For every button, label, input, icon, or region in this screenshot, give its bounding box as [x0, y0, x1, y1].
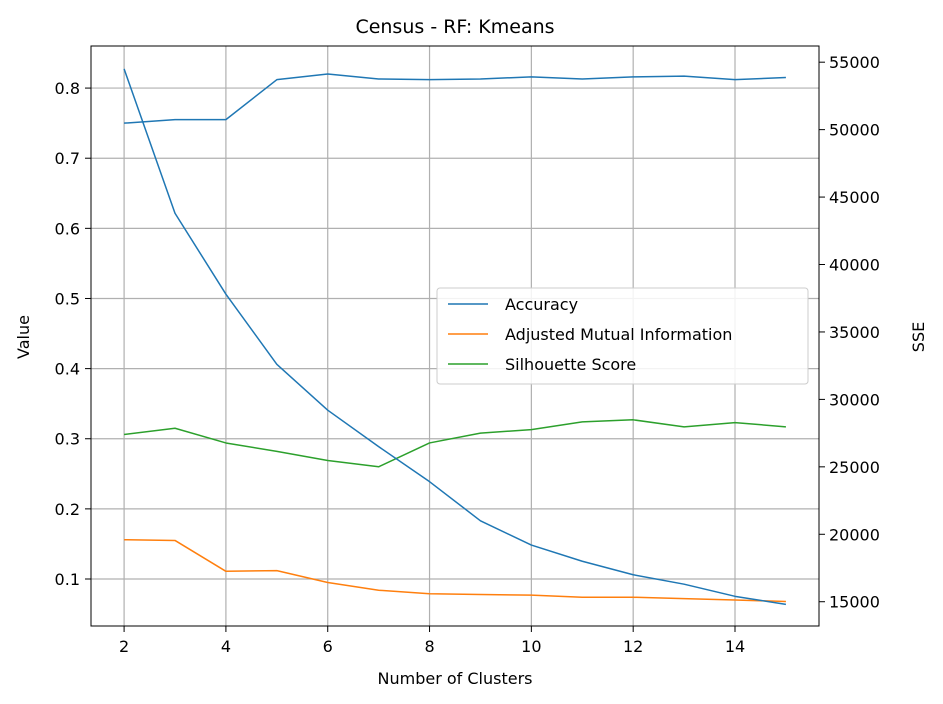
x-tick-label: 14 [725, 637, 745, 656]
x-tick-label: 2 [119, 637, 129, 656]
series-line-sse [123, 68, 787, 606]
y2-axis-label: SSE [909, 322, 928, 352]
x-tick-label: 12 [623, 637, 643, 656]
y-tick-label: 0.8 [55, 79, 80, 98]
x-tick-label: 6 [323, 637, 333, 656]
x-tick-label: 8 [424, 637, 434, 656]
y2-tick-label: 30000 [829, 390, 880, 409]
y2-tick-label: 45000 [829, 188, 880, 207]
series-line-accuracy [124, 73, 786, 124]
y-tick-label: 0.2 [55, 500, 80, 519]
y-axis-right: 15000 20000 25000 30000 35000 40000 45000 50000… [819, 53, 880, 612]
legend-label-silhouette: Silhouette Score [505, 355, 636, 374]
y2-tick-label: 20000 [829, 525, 880, 544]
series-line-adjusted-mutual-information [124, 538, 786, 603]
x-tick-label: 4 [221, 637, 231, 656]
y2-tick-label: 50000 [829, 121, 880, 140]
x-axis-label: Number of Clusters [378, 669, 533, 688]
x-tick-label: 10 [521, 637, 541, 656]
y2-tick-label: 35000 [829, 323, 880, 342]
y-tick-label: 0.5 [55, 289, 80, 308]
legend: Accuracy Adjusted Mutual Information Sil… [436, 287, 809, 385]
y2-tick-label: 15000 [829, 593, 880, 612]
y-axis-left: 0.1 0.2 0.3 0.4 0.5 0.6 0.7 0.8 [55, 79, 91, 589]
y2-tick-label: 25000 [829, 458, 880, 477]
x-axis: 2 4 6 8 10 12 14 [119, 626, 745, 656]
series-line-silhouette-score [123, 419, 786, 468]
chart-title: Census - RF: Kmeans [355, 16, 554, 38]
y-tick-label: 0.4 [55, 360, 80, 379]
legend-label-accuracy: Accuracy [505, 295, 578, 314]
y-axis-label: Value [14, 315, 33, 359]
y-tick-label: 0.6 [55, 219, 80, 238]
legend-box [436, 287, 809, 385]
series-layer [123, 68, 787, 606]
plot-frame [90, 45, 820, 627]
y2-tick-label: 55000 [829, 53, 880, 72]
y2-tick-label: 40000 [829, 256, 880, 275]
y-tick-label: 0.3 [55, 430, 80, 449]
legend-label-ami: Adjusted Mutual Information [505, 325, 732, 344]
y-tick-label: 0.7 [55, 149, 80, 168]
y-tick-label: 0.1 [55, 570, 80, 589]
